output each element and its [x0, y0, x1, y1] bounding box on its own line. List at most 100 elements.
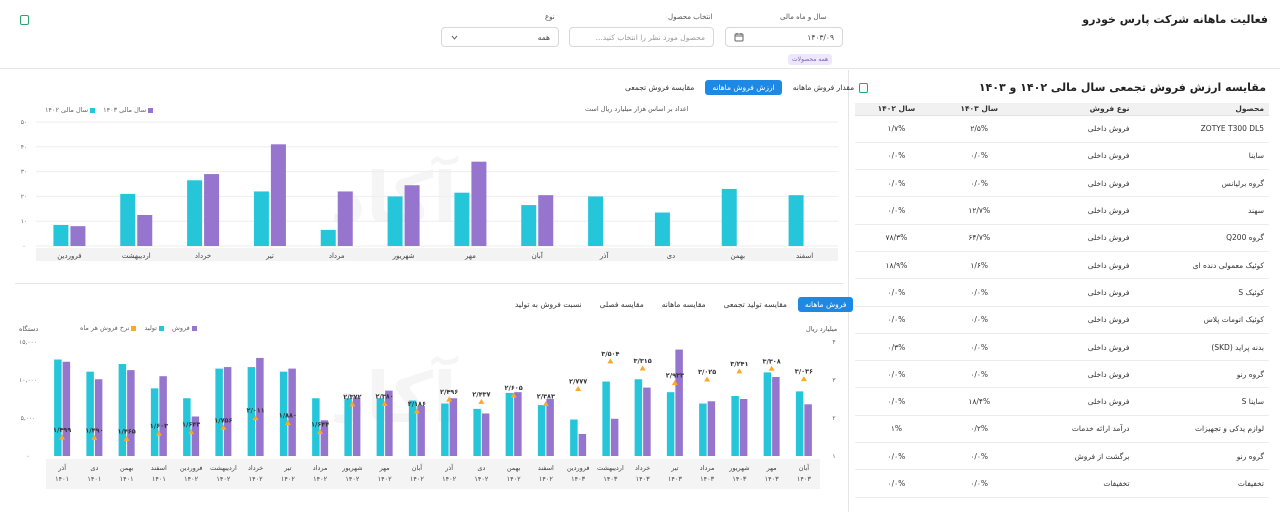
- tab-seasonal-comparison[interactable]: مقایسه فصلی: [599, 300, 644, 309]
- year-month-value: ۱۴۰۳/۰۹: [807, 32, 834, 42]
- rate-marker: [671, 380, 678, 386]
- x-tick-year: ۱۴۰۱: [120, 475, 134, 483]
- tab-cumulative-comparison[interactable]: مقایسه فروش تجمعی: [625, 83, 695, 92]
- cell-sale-type: فروش داخلی: [1020, 306, 1135, 334]
- bar-sales: [256, 357, 264, 456]
- product-select[interactable]: محصول مورد نظر را انتخاب کنید...: [569, 27, 714, 47]
- x-tick-year: ۱۴۰۲: [281, 475, 295, 483]
- bottom-chart-tabs: فروش ماهانه مقایسه تولید تجمعی مقایسه ما…: [508, 297, 854, 312]
- rate-marker: [800, 376, 807, 382]
- tab-sales-to-production[interactable]: نسبت فروش به تولید: [515, 300, 582, 309]
- rate-marker: [188, 429, 195, 435]
- cell-product: کوئیک معمولی دنده ای: [1134, 251, 1269, 280]
- cell-1403: ۰/۲%: [937, 415, 1021, 444]
- x-tick-month: دی: [477, 464, 485, 472]
- cell-1402: ۷۸/۳%: [855, 224, 938, 252]
- cell-1403: ۱۸/۴%: [937, 387, 1021, 416]
- x-tick-year: ۱۴۰۳: [797, 475, 811, 483]
- bar-production: [666, 392, 675, 456]
- type-select[interactable]: همه: [441, 27, 559, 47]
- x-tick-year: ۱۴۰۲: [216, 475, 230, 483]
- rate-label: ۳/۳۰۸: [763, 357, 781, 365]
- bar-production: [763, 372, 772, 456]
- bar-production: [731, 395, 739, 456]
- bar-1402: [387, 196, 403, 246]
- cell-1403: ۱/۶%: [937, 251, 1021, 280]
- table-row: لوازم یدکی و تجهیزات درآمد ارائه خدمات ۰/۲…: [855, 415, 1269, 444]
- tab-monthly-sales[interactable]: فروش ماهانه: [797, 297, 854, 312]
- cell-1403: ۰/۰%: [937, 142, 1021, 171]
- tab-cumulative-production[interactable]: مقایسه تولید تجمعی: [723, 300, 787, 309]
- bar-sales: [804, 404, 812, 456]
- bar-sales: [675, 349, 683, 456]
- x-tick-year: ۱۴۰۲: [345, 475, 359, 483]
- tab-monthly-comparison[interactable]: مقایسه ماهانه: [661, 300, 706, 309]
- x-tick-month: خرداد: [248, 464, 263, 472]
- cell-product: کوئیک اتومات پلاس: [1134, 306, 1269, 334]
- tab-monthly-quantity[interactable]: مقدار فروش ماهانه: [792, 83, 855, 92]
- year-month-picker[interactable]: ۱۴۰۳/۰۹: [725, 27, 843, 47]
- bar-production: [408, 400, 417, 456]
- cell-sale-type: فروش داخلی: [1020, 251, 1135, 280]
- cell-product: کوئیک S: [1134, 278, 1269, 307]
- cell-sale-type: فروش داخلی: [1020, 115, 1135, 143]
- page-title: فعالیت ماهانه شرکت پارس خودرو: [1082, 13, 1268, 26]
- x-tick-label: اردیبهشت: [122, 252, 151, 260]
- bar-sales: [385, 390, 393, 456]
- table-row: کوئیک معمولی دنده ای فروش داخلی ۱/۶% ۱۸/۹%: [855, 251, 1269, 280]
- cell-1403: ۰/۰%: [937, 169, 1021, 198]
- bar-sales: [449, 398, 458, 456]
- rate-marker: [704, 376, 711, 382]
- x-tick-year: ۱۴۰۲: [410, 475, 424, 483]
- bar-production: [570, 419, 578, 456]
- bar-sales: [94, 379, 103, 456]
- rate-label: ۲/۴۳۷: [472, 390, 490, 398]
- y-tick-label: ۴۰: [21, 144, 27, 151]
- rate-marker: [220, 424, 227, 430]
- comparison-table: محصول نوع فروش سال ۱۴۰۳ سال ۱۴۰۲ ZOTYE T…: [855, 103, 1269, 498]
- bar-production: [312, 398, 320, 456]
- export-icon[interactable]: [859, 83, 868, 93]
- table-row: گروه Q200 فروش داخلی ۶۴/۷% ۷۸/۳%: [855, 224, 1269, 252]
- bar-sales: [223, 367, 232, 456]
- table-row: ساینا S فروش داخلی ۱۸/۴% ۰/۰%: [855, 387, 1269, 416]
- cell-1402: ۱/۷%: [855, 115, 938, 143]
- bar-production: [118, 364, 127, 456]
- rate-label: ۱/۴۹۹: [53, 426, 71, 434]
- cell-sale-type: فروش داخلی: [1020, 278, 1135, 307]
- table-row: سهند فروش داخلی ۱۲/۷% ۰/۰%: [855, 196, 1269, 225]
- chart1-legend: سال مالی ۱۴۰۳ سال مالی ۱۴۰۲: [45, 106, 154, 114]
- cell-1402: ۰/۰%: [855, 306, 938, 334]
- export-icon[interactable]: [20, 15, 29, 25]
- bar-production: [537, 405, 546, 456]
- rate-marker: [252, 415, 259, 421]
- x-tick-year: ۱۴۰۳: [700, 475, 714, 483]
- bar-sales: [707, 401, 716, 456]
- cell-product: تخفیفات: [1134, 469, 1269, 498]
- left-y-tick: ۵,۰۰۰: [21, 415, 36, 422]
- all-products-tag[interactable]: همه محصولات: [788, 54, 833, 65]
- rate-label: ۱/۷۵۶: [214, 416, 232, 424]
- x-tick-year: ۱۴۰۳: [636, 475, 650, 483]
- legend-rate: نرخ فروش هر ماه: [80, 324, 137, 332]
- rate-marker: [349, 401, 356, 407]
- x-tick-month: فروردین: [180, 464, 203, 472]
- bar-production: [505, 392, 514, 456]
- right-y-tick: ۳: [832, 377, 836, 384]
- tab-monthly-value[interactable]: ارزش فروش ماهانه: [705, 80, 782, 95]
- table-row: گروه برلیانس فروش داخلی ۰/۰% ۰/۰%: [855, 169, 1269, 198]
- bar-1402: [654, 212, 670, 246]
- x-tick-year: ۱۴۰۱: [55, 475, 69, 483]
- x-tick-month: اردیبهشت: [597, 464, 624, 472]
- y-tick-label: ۳۰: [21, 169, 27, 176]
- rate-marker: [59, 434, 66, 440]
- rate-marker: [768, 365, 775, 371]
- x-tick-year: ۱۴۰۲: [474, 475, 488, 483]
- top-chart-tabs: مقدار فروش ماهانه ارزش فروش ماهانه مقایس…: [618, 80, 861, 95]
- product-placeholder: محصول مورد نظر را انتخاب کنید...: [595, 32, 705, 42]
- bar-production: [247, 367, 256, 456]
- left-y-tick: ۰: [26, 453, 29, 460]
- bar-1403: [538, 195, 554, 246]
- rate-marker: [91, 434, 98, 440]
- bar-1403: [137, 215, 153, 246]
